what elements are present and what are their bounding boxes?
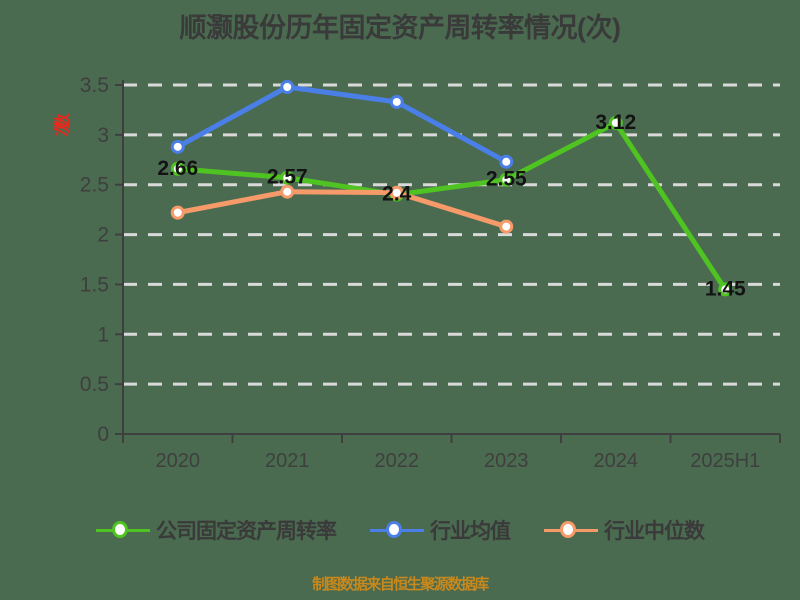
data-point [170,205,185,220]
y-axis-ticks-group: 0 0.5 1 1.5 2 2.5 3 3.5 [80,74,123,446]
data-point [170,161,185,176]
data-point [499,172,514,187]
legend-label: 行业中位数 [604,520,705,543]
legend-item[interactable]: 公司固定资产周转率 [96,515,337,545]
y-axis-tick-label: 1 [97,323,109,346]
y-axis-tick-label: 1.5 [80,273,109,296]
data-point-label: 1.45 [705,277,746,300]
x-axis-tick-label: 2021 [265,450,310,472]
legend-marker [544,519,598,541]
y-axis-tick-label: 0.5 [80,373,109,396]
source-note: 制图数据来自恒生聚源数据库 [312,576,489,593]
data-point [718,282,733,297]
legend-item[interactable]: 行业均值 [370,515,511,545]
data-point [389,94,404,109]
y-axis-tick-label: 2.5 [80,174,109,197]
x-axis-tick-label: 2024 [594,450,639,472]
legend-item[interactable]: 行业中位数 [544,515,705,545]
y-axis-tick-label: 3.5 [80,74,109,97]
plot-area: 00.511.522.533.5 2020 2021 2022 2023 2024 202… [80,74,781,472]
y-axis-tick-label: 3 [97,124,109,147]
x-axis-tick-label: 2020 [156,450,201,472]
data-point [389,185,404,200]
x-axis-tick-label: 2023 [484,450,529,472]
chart-legend: 公司固定资产周转率 行业均值 行业中位数 [0,515,800,545]
legend-dot [112,521,128,538]
legend-label: 公司固定资产周转率 [156,520,337,543]
data-point [499,154,514,169]
x-axis-tick-label: 2022 [375,450,420,472]
data-point [280,170,295,185]
data-point [280,79,295,94]
y-axis-tick-label: 2 [97,224,109,247]
legend-dot [386,521,402,538]
series-layer [170,79,733,297]
y-axis-tick-label: 0 [97,423,109,446]
legend-marker [96,519,150,541]
data-point [608,115,623,130]
data-point [499,219,514,234]
x-axis-tick-label: 2025H1 [690,450,760,472]
series-line [175,189,509,230]
series-line [175,120,728,292]
data-point-label: 2.55 [486,168,527,191]
data-labels-layer: 2.66 2.57 2.4 2.55 3.12 1.45 [157,111,746,301]
data-point-label: 2.4 [382,183,412,206]
chart-title: 顺灏股份历年固定资产周转率情况(次) [179,13,621,43]
legend-marker [370,519,424,541]
data-point [170,139,185,154]
data-point [280,184,295,199]
legend-label: 行业均值 [430,520,511,543]
data-point-label: 2.57 [267,166,308,189]
x-axis-ticks-group: 2020 2021 2022 2023 2024 2025H1 [122,434,781,472]
series-line [175,84,509,165]
data-point-label: 2.66 [157,157,198,180]
legend-dot [560,521,576,538]
data-point-label: 3.12 [595,111,636,134]
